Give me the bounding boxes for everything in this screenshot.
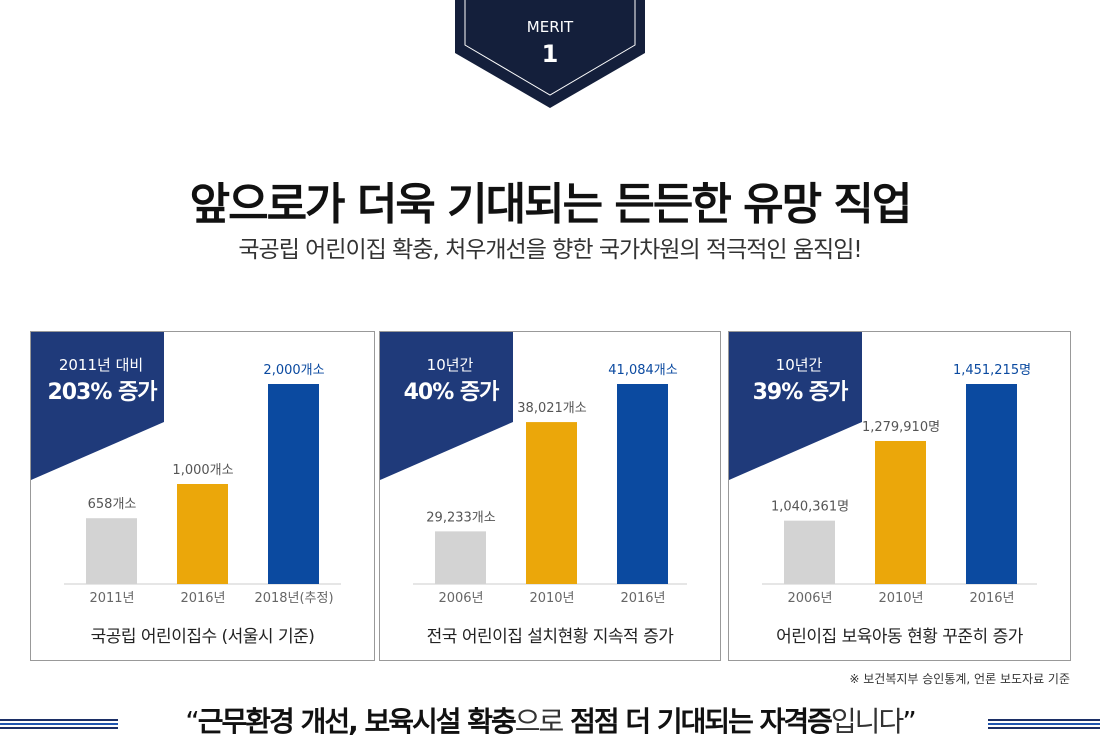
source-note: ※ 보건복지부 승인통계, 언론 보도자료 기준 — [849, 672, 1070, 686]
bar — [784, 520, 835, 584]
x-tick-label: 2011년 — [89, 591, 134, 606]
flag-shape — [729, 332, 862, 480]
quote-part-a: 근무환경 개선, 보육시설 확충 — [197, 705, 517, 738]
page-subtitle: 국공립 어린이집 확충, 처우개선을 향한 국가차원의 적극적인 움직임! — [238, 237, 862, 263]
bar — [435, 531, 486, 584]
x-tick-label: 2010년 — [529, 591, 574, 606]
divider-right — [988, 719, 1100, 730]
data-label: 38,021개소 — [517, 401, 586, 416]
data-label: 1,451,215명 — [953, 363, 1031, 378]
bar — [875, 440, 926, 584]
x-tick-label: 2016년 — [620, 591, 665, 606]
bar — [86, 518, 137, 584]
x-tick-label: 2018년(추정) — [254, 591, 333, 606]
x-tick-label: 2006년 — [438, 591, 483, 606]
data-label: 2,000개소 — [263, 363, 324, 378]
badge-shape — [455, 0, 645, 108]
badge-number: 1 — [541, 40, 559, 68]
flag-shape — [380, 332, 513, 480]
flag-subtext: 10년간 — [426, 356, 474, 374]
bar — [268, 384, 319, 584]
bar-chart: 1,040,361명 2006년 1,279,910명 2010년 1,451,215명… — [762, 363, 1037, 606]
badge-label: MERIT — [526, 18, 574, 36]
flag-shape — [31, 332, 164, 480]
flag-headline: 39% 증가 — [752, 380, 849, 405]
quote-open: “ — [185, 705, 199, 738]
merit-badge: MERIT 1 — [455, 0, 645, 110]
quote-part-b: 으로 — [514, 705, 565, 738]
chart-caption: 전국 어린이집 설치현황 지속적 증가 — [426, 627, 674, 647]
x-tick-label: 2010년 — [878, 591, 923, 606]
chart-panel-2: 29,233개소 2006년 38,021개소 2010년 41,084개소 2016년 … — [379, 331, 721, 661]
bar — [526, 422, 577, 584]
quote-part-d: 입니다 — [830, 705, 904, 738]
chart-caption: 국공립 어린이집수 (서울시 기준) — [90, 627, 315, 647]
bar-chart: 29,233개소 2006년 38,021개소 2010년 41,084개소 2016년 — [413, 363, 687, 606]
data-label: 41,084개소 — [608, 363, 677, 378]
data-label: 658개소 — [88, 497, 137, 512]
flag-headline: 40% 증가 — [403, 380, 500, 405]
bar-chart: 658개소 2011년 1,000개소 2016년 2,000개소 2018년(추정) — [64, 363, 341, 606]
flag-subtext: 2011년 대비 — [58, 356, 144, 374]
chart-panel-3: 1,040,361명 2006년 1,279,910명 2010년 1,451,215명… — [728, 331, 1071, 661]
chart-caption: 어린이집 보육아동 현황 꾸준히 증가 — [776, 627, 1023, 647]
x-tick-label: 2006년 — [787, 591, 832, 606]
data-label: 1,040,361명 — [771, 500, 849, 515]
x-tick-label: 2016년 — [969, 591, 1014, 606]
data-label: 29,233개소 — [426, 510, 495, 525]
flag-subtext: 10년간 — [775, 356, 823, 374]
closing-quote: “근무환경 개선, 보육시설 확충으로 점점 더 기대되는 자격증입니다” — [0, 700, 1100, 740]
flag-headline: 203% 증가 — [47, 380, 157, 405]
bar — [177, 484, 228, 584]
quote-part-c: 점점 더 기대되는 자격증 — [562, 705, 833, 738]
data-label: 1,279,910명 — [862, 420, 940, 435]
chart-panel-1: 658개소 2011년 1,000개소 2016년 2,000개소 2018년(추정) 2… — [30, 331, 375, 661]
bar — [966, 384, 1017, 584]
quote-close: ” — [902, 705, 916, 738]
divider-left — [0, 719, 118, 730]
data-label: 1,000개소 — [172, 463, 233, 478]
bar — [617, 384, 668, 584]
page-title: 앞으로가 더욱 기대되는 든든한 유망 직업 — [189, 179, 913, 230]
x-tick-label: 2016년 — [180, 591, 225, 606]
